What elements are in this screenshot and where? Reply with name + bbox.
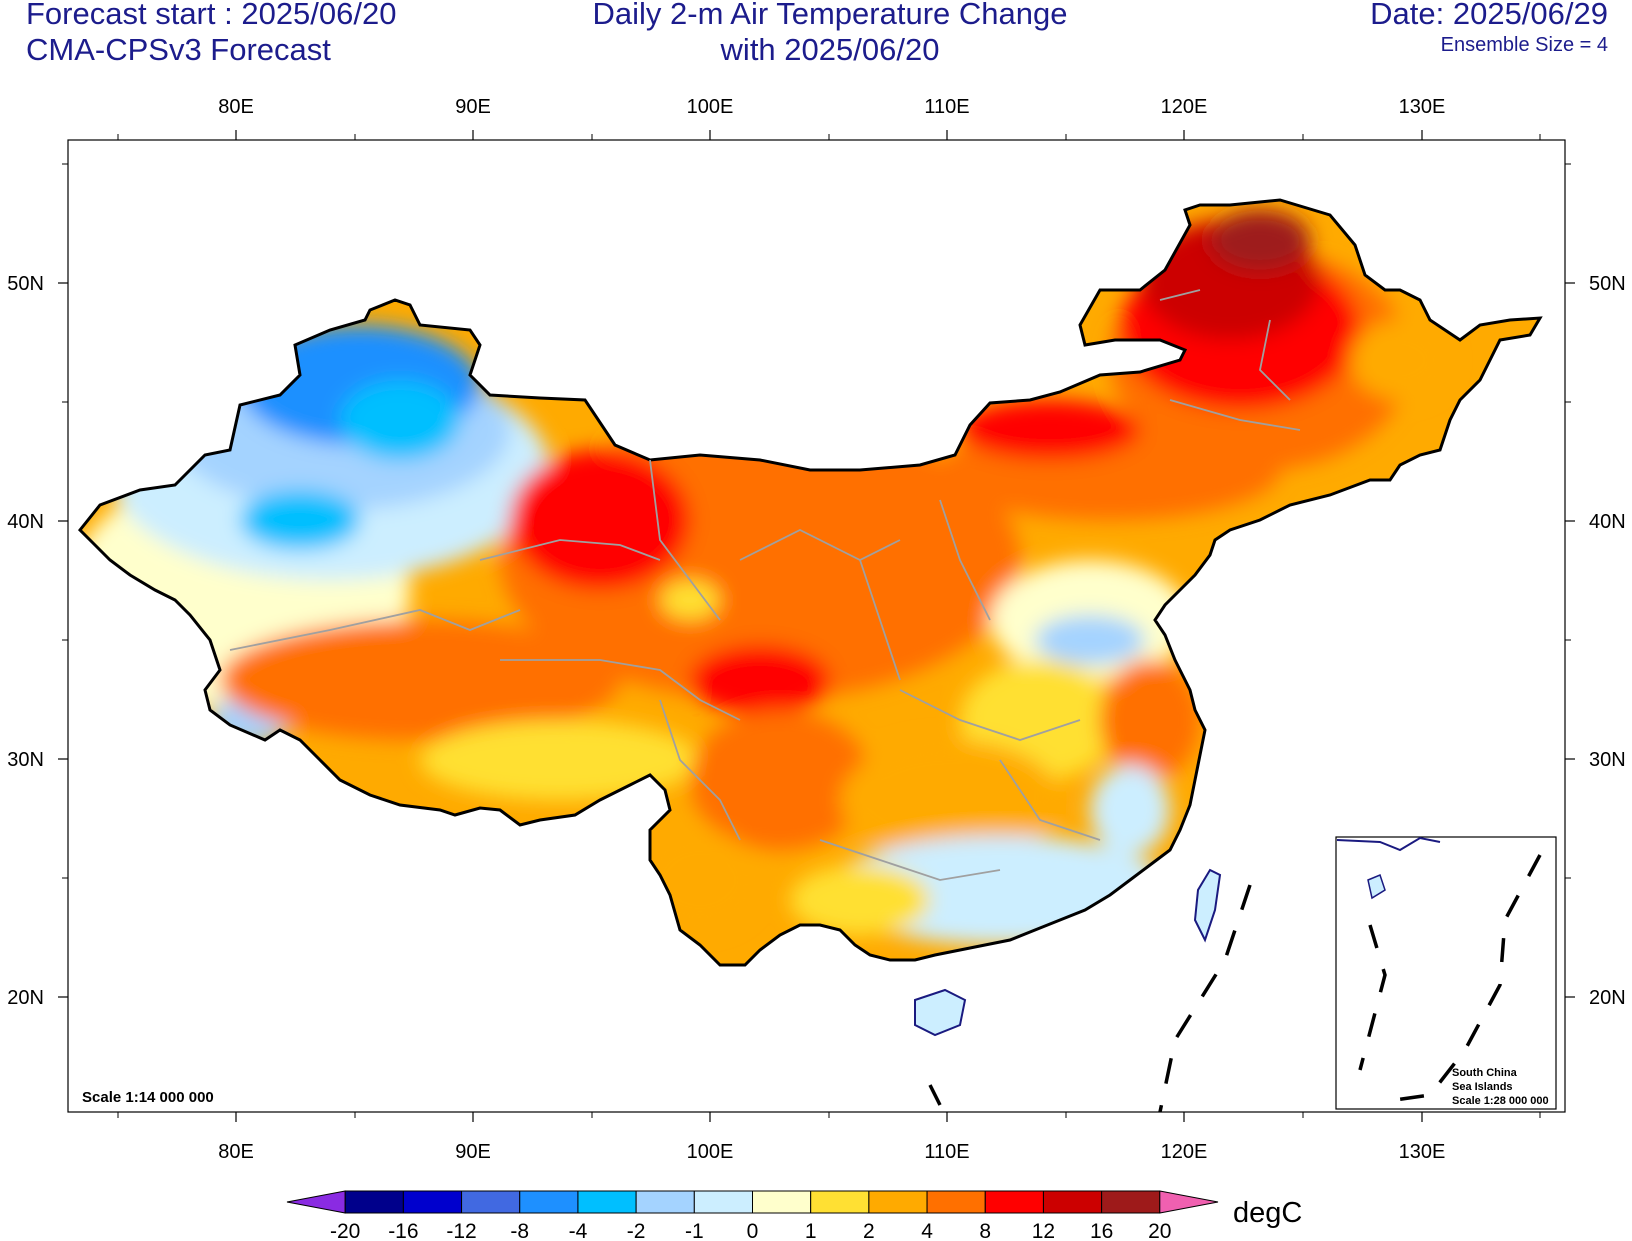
- colorbar-swatch: [810, 1190, 870, 1214]
- colorbar-tick-label: 16: [1090, 1220, 1113, 1241]
- colorbar-tick-label: -8: [510, 1220, 529, 1241]
- colorbar-tick-label: 1: [805, 1220, 817, 1241]
- colorbar-swatch: [635, 1190, 695, 1214]
- lat-label-right: 40N: [1589, 511, 1626, 533]
- taiwan-island: [1193, 868, 1222, 943]
- colorbar-swatch: [344, 1190, 404, 1214]
- map-title-line1: Daily 2-m Air Temperature Change: [592, 0, 1068, 31]
- colorbar: -20 -16 -12 -8 -4 -2 -1 0 1 2 4 8 12 16 20: [286, 1190, 1219, 1241]
- map-title-line2: with 2025/06/20: [720, 32, 940, 67]
- south-china-sea-inset: South China Sea Islands Scale 1:28 000 0…: [1335, 836, 1557, 1110]
- lon-label-top: 130E: [1399, 96, 1446, 118]
- colorbar-swatch: [1101, 1190, 1161, 1214]
- colorbar-tick-label: -1: [685, 1220, 704, 1241]
- lat-label-left: 50N: [7, 273, 44, 295]
- colorbar-tick-label: 8: [979, 1220, 991, 1241]
- colorbar-tick-label: 4: [921, 1220, 933, 1241]
- map-scale-label: Scale 1:14 000 000: [82, 1089, 214, 1106]
- colorbar-swatch: [1159, 1190, 1219, 1214]
- valid-date-label: Date: 2025/06/29: [1370, 0, 1608, 31]
- colorbar-tick-label: -16: [388, 1220, 418, 1241]
- model-name-label: CMA-CPSv3 Forecast: [26, 32, 331, 67]
- lon-label-bottom: 100E: [687, 1141, 734, 1163]
- colorbar-tick-label: 12: [1032, 1220, 1055, 1241]
- colorbar-swatch: [752, 1190, 812, 1214]
- colorbar-tick-label: 20: [1148, 1220, 1171, 1241]
- colorbar-tick-label: -20: [330, 1220, 360, 1241]
- colorbar-tick-label: 0: [747, 1220, 759, 1241]
- inset-label-line1: South China: [1452, 1067, 1518, 1079]
- lon-label-bottom: 130E: [1399, 1141, 1446, 1163]
- hainan-island: [914, 988, 967, 1037]
- lat-label-left: 20N: [7, 987, 44, 1009]
- lon-label-bottom: 120E: [1161, 1141, 1208, 1163]
- colorbar-unit-label: degC: [1233, 1197, 1302, 1229]
- colorbar-tick-label: 2: [863, 1220, 875, 1241]
- colorbar-swatch: [984, 1190, 1044, 1214]
- colorbar-swatch: [577, 1190, 637, 1214]
- maritime-boundary: [928, 884, 1252, 1113]
- colorbar-swatch: [926, 1190, 986, 1214]
- axis-labels: 80E 80E 90E 90E 100E 100E 110E 110E 120E 120E 130E…: [7, 96, 1625, 1163]
- lat-label-right: 50N: [1589, 273, 1626, 295]
- lon-label-bottom: 80E: [218, 1141, 254, 1163]
- colorbar-swatch: [402, 1190, 463, 1214]
- lon-label-top: 80E: [218, 96, 254, 118]
- inset-label-line3: Scale 1:28 000 000: [1452, 1095, 1549, 1107]
- colorbar-swatch: [461, 1190, 521, 1214]
- lon-label-top: 90E: [455, 96, 491, 118]
- lon-label-top: 100E: [687, 96, 734, 118]
- inset-label-line2: Sea Islands: [1452, 1081, 1513, 1093]
- colorbar-swatch: [1042, 1190, 1103, 1214]
- lat-label-left: 30N: [7, 749, 44, 771]
- colorbar-tick-label: -2: [627, 1220, 646, 1241]
- lat-label-left: 40N: [7, 511, 44, 533]
- lon-label-top: 110E: [924, 96, 969, 118]
- lon-label-top: 120E: [1161, 96, 1208, 118]
- province-boundaries: [229, 289, 1301, 881]
- colorbar-swatch: [286, 1190, 346, 1214]
- colorbar-swatch: [693, 1190, 753, 1214]
- colorbar-tick-label: -12: [446, 1220, 476, 1241]
- ensemble-size-label: Ensemble Size = 4: [1440, 34, 1608, 56]
- lat-label-right: 30N: [1589, 749, 1626, 771]
- colorbar-swatch: [868, 1190, 928, 1214]
- colorbar-tick-label: -4: [569, 1220, 588, 1241]
- lon-label-bottom: 110E: [924, 1141, 969, 1163]
- lon-label-bottom: 90E: [455, 1141, 491, 1163]
- lat-label-right: 20N: [1589, 987, 1626, 1009]
- colorbar-swatch: [519, 1190, 579, 1214]
- forecast-start-label: Forecast start : 2025/06/20: [26, 0, 397, 31]
